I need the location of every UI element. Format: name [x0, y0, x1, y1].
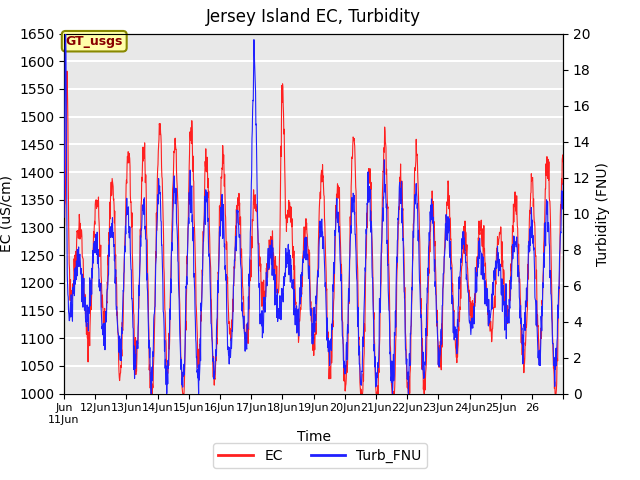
Y-axis label: EC (uS/cm): EC (uS/cm) — [0, 175, 13, 252]
Title: Jersey Island EC, Turbidity: Jersey Island EC, Turbidity — [206, 9, 421, 26]
Legend: EC, Turb_FNU: EC, Turb_FNU — [213, 443, 427, 468]
Y-axis label: Turbidity (FNU): Turbidity (FNU) — [596, 162, 610, 265]
Text: GT_usgs: GT_usgs — [65, 35, 123, 48]
X-axis label: Time: Time — [296, 431, 331, 444]
